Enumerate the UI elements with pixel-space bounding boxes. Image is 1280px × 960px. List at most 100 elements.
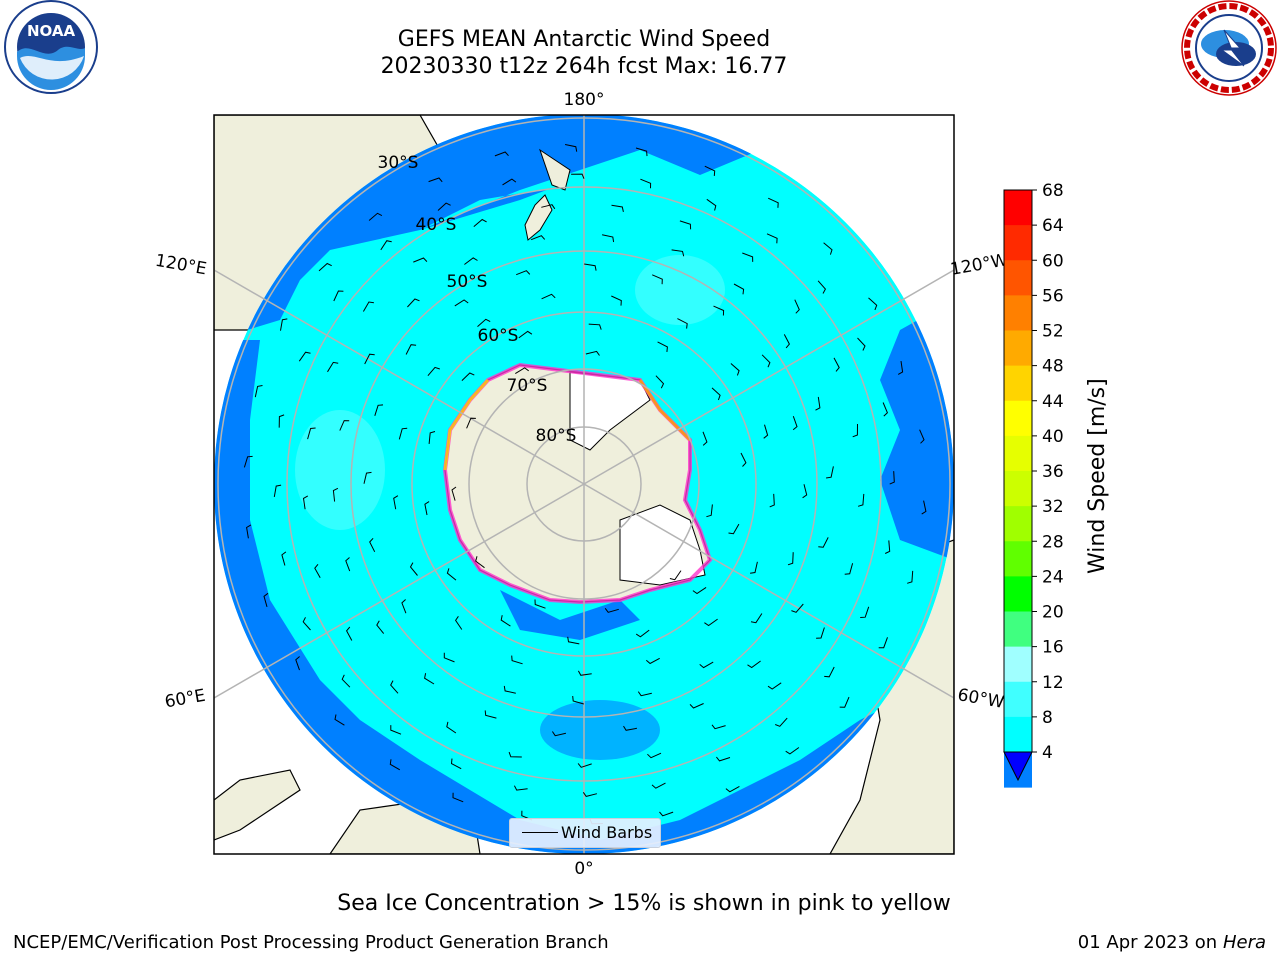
- wind-barb: [878, 637, 888, 649]
- wind-barb: [713, 305, 725, 316]
- wind-barb: [454, 616, 463, 630]
- wind-barb: [852, 423, 858, 438]
- wind-barb: [761, 354, 771, 368]
- wind-barb: [767, 197, 779, 208]
- wind-barb: [363, 471, 372, 484]
- wind-barb: [508, 751, 522, 758]
- wind-barb: [307, 427, 316, 440]
- colorbar-segment: [1004, 716, 1032, 753]
- wind-barb: [477, 318, 491, 327]
- wind-barb: [484, 710, 497, 719]
- lat-label-30s: 30°S: [378, 153, 419, 173]
- wind-barb: [884, 540, 891, 554]
- colorbar-segment: [1004, 541, 1032, 577]
- wind-barb: [263, 592, 269, 608]
- wind-barb: [728, 523, 740, 535]
- wind-barb: [530, 235, 546, 241]
- wind-barb: [794, 299, 800, 314]
- wind-barb: [345, 557, 351, 572]
- wind-barb: [860, 606, 870, 618]
- lat-label-50s: 50°S: [447, 272, 488, 292]
- wind-barb: [747, 660, 761, 669]
- wind-barb: [298, 351, 311, 362]
- colorbar-tick-label: 12: [1042, 673, 1064, 693]
- wind-barb: [427, 366, 440, 377]
- wind-barb: [473, 218, 487, 227]
- wind-barb: [611, 204, 624, 213]
- wind-barb: [742, 252, 754, 262]
- wind-barb: [833, 357, 840, 372]
- wind-barb: [273, 484, 282, 497]
- colorbar-tick-label: 64: [1042, 216, 1064, 236]
- wind-barb: [725, 785, 740, 793]
- map-subtitle: 20230330 t12z 264h fcst Max: 16.77: [380, 54, 788, 79]
- wind-barb: [564, 144, 578, 152]
- wind-barb: [692, 586, 707, 595]
- map-frame: [213, 114, 955, 855]
- sea-ice-note: Sea Ice Concentration > 15% is shown in …: [337, 891, 951, 916]
- colorbar-segment: [1004, 576, 1032, 612]
- wind-barb: [704, 618, 718, 627]
- wind-barb: [518, 330, 533, 339]
- wind-barb: [657, 341, 668, 352]
- wind-barb: [769, 493, 775, 508]
- wind-barb: [921, 500, 927, 515]
- wind-barb: [635, 147, 648, 157]
- noaa-logo: NOAA: [4, 0, 98, 94]
- wind-barb: [635, 629, 650, 638]
- wind-barb: [868, 297, 878, 311]
- wind-barb: [611, 295, 622, 306]
- wind-barb: [699, 661, 714, 669]
- wind-barb: [584, 263, 597, 271]
- wind-barb: [706, 504, 713, 518]
- colorbar-tick-label: 40: [1042, 427, 1064, 447]
- wind-barb: [567, 636, 580, 645]
- wind-barb: [243, 455, 253, 468]
- colorbar-tick-label: 56: [1042, 286, 1064, 306]
- wind-barb: [278, 414, 285, 428]
- wind-barb: [446, 721, 457, 734]
- wind-barb: [824, 666, 835, 678]
- wind-barb: [334, 714, 345, 726]
- wind-barb: [897, 361, 904, 375]
- colorbar-segment: [1004, 400, 1032, 437]
- wind-barb: [437, 202, 451, 211]
- lat-label-80s: 80°S: [536, 426, 577, 446]
- colorbar-tick-label: 60: [1042, 251, 1064, 271]
- footer-host: Hera: [1222, 932, 1266, 953]
- wind-barb: [792, 416, 798, 431]
- wind-barb: [637, 691, 652, 697]
- colorbar-segment: [1004, 190, 1032, 226]
- wind-barb: [464, 257, 478, 265]
- wind-barb: [511, 655, 523, 665]
- wind-barb: [466, 417, 476, 429]
- wind-barb: [659, 811, 674, 817]
- lat-label-40s: 40°S: [416, 215, 457, 235]
- wind-barb: [826, 466, 834, 479]
- footer-credit: NCEP/EMC/Verification Post Processing Pr…: [13, 932, 609, 953]
- map-title: GEFS MEAN Antarctic Wind Speed: [397, 27, 771, 52]
- wind-barb: [711, 387, 721, 401]
- wind-barb: [254, 385, 263, 398]
- wind-barb-legend-line: [522, 832, 558, 834]
- wind-barb: [604, 608, 619, 613]
- colorbar-segment: [1004, 611, 1032, 648]
- wind-barb: [823, 242, 833, 255]
- wind-barb: [623, 725, 637, 731]
- wind-barb: [364, 353, 375, 365]
- wind-barb: [341, 674, 351, 688]
- colorbar-segment: [1004, 435, 1032, 472]
- colorbar-segment: [1004, 225, 1032, 261]
- wind-barb: [503, 685, 516, 694]
- wind-barb: [541, 293, 556, 300]
- lon-label-180: 180°: [564, 90, 605, 110]
- lon-label-0: 0°: [574, 859, 593, 879]
- wind-barb: [775, 717, 788, 727]
- antarctica: [442, 362, 713, 605]
- wind-barb: [767, 682, 782, 690]
- wind-barb: [393, 495, 399, 510]
- wind-barb: [450, 758, 462, 770]
- wind-barb: [502, 178, 517, 186]
- wind-barb: [428, 177, 443, 183]
